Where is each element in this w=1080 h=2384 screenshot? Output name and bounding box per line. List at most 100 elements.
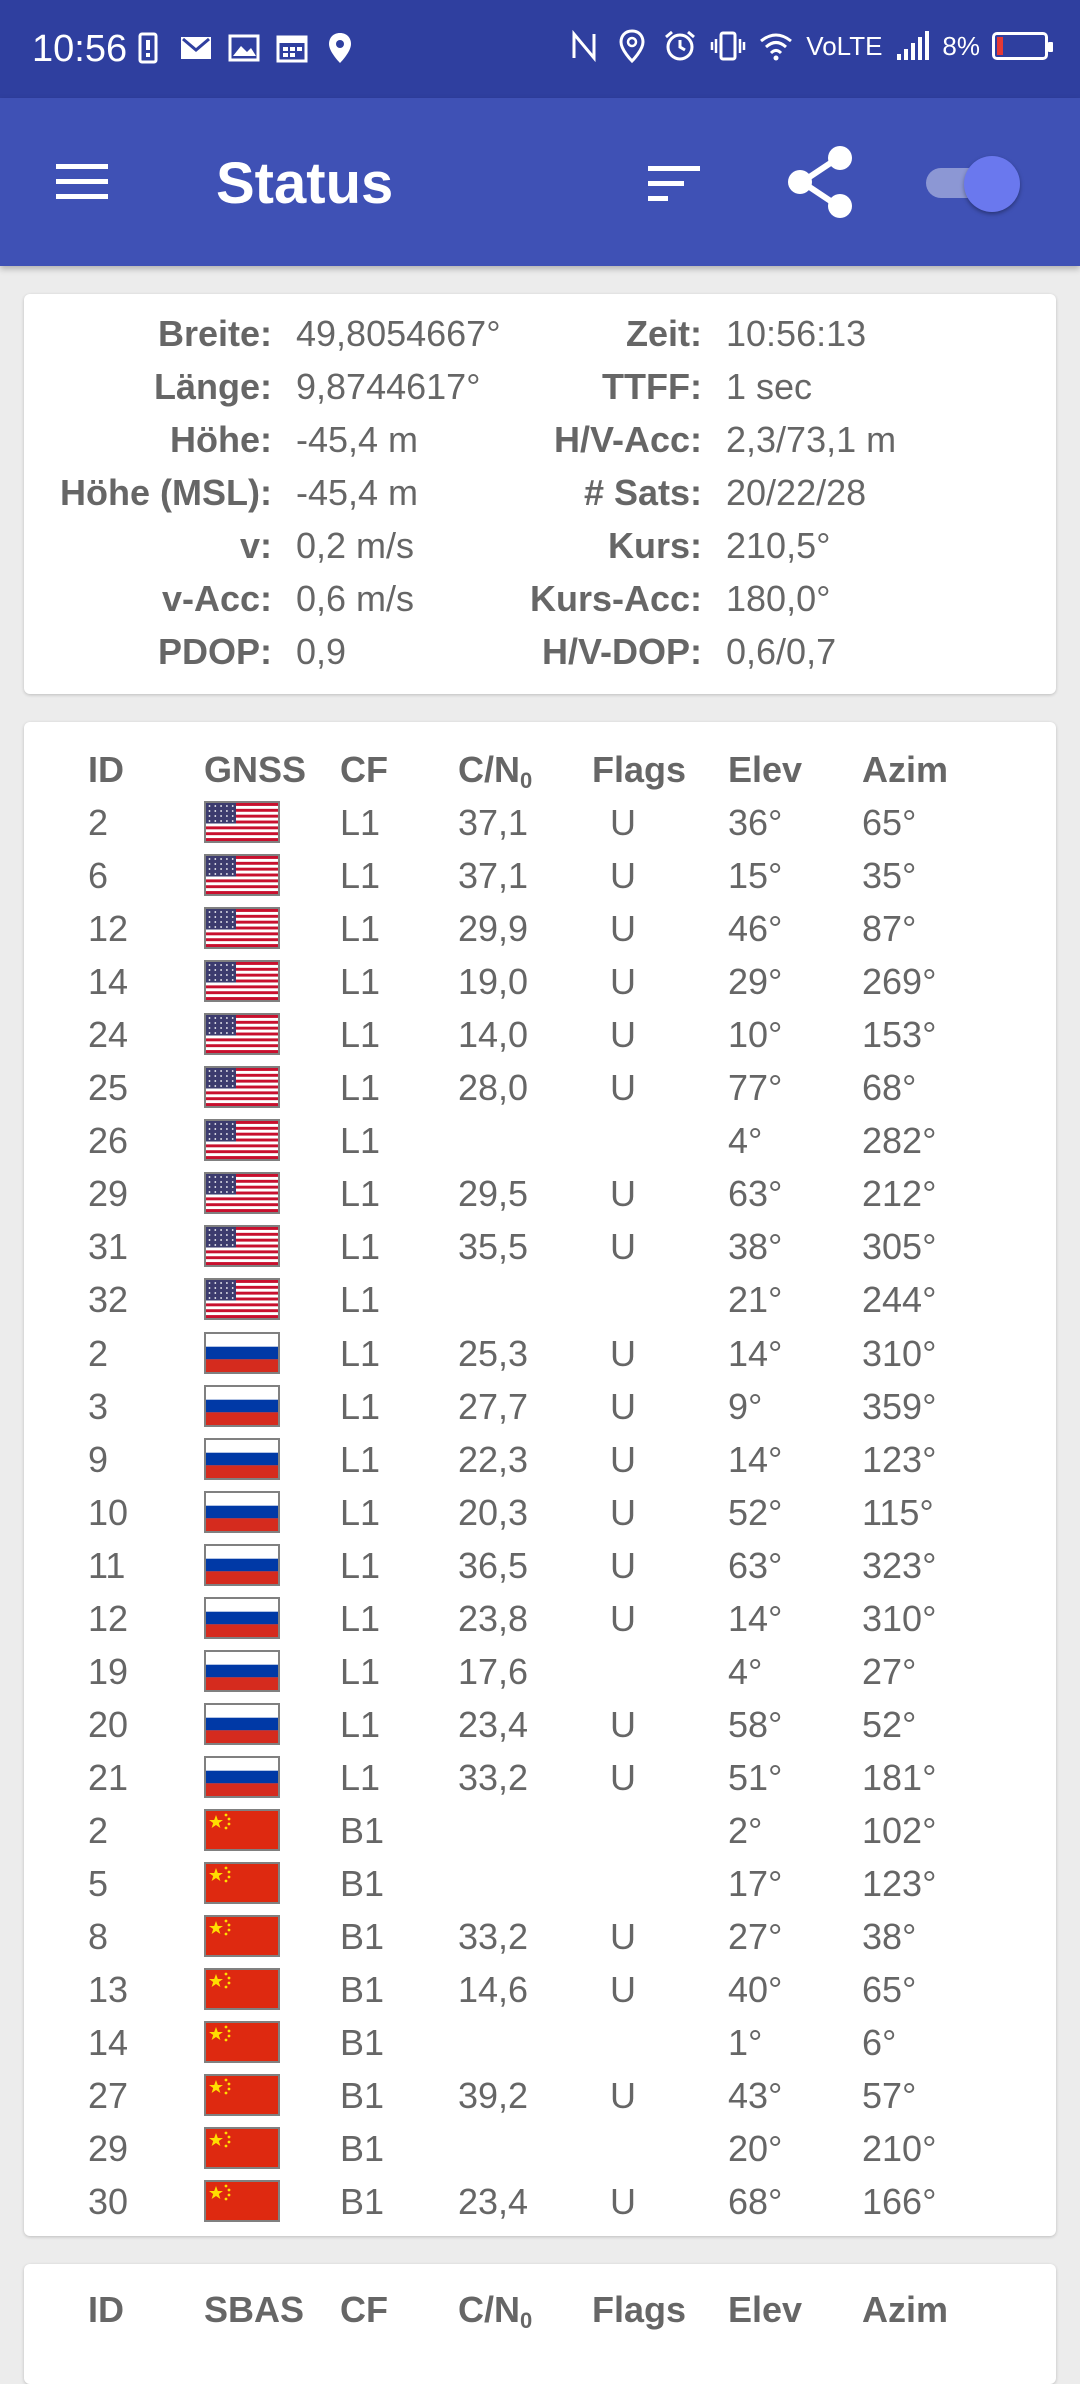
cell-cf: B1 [340,2075,385,2117]
cell-cn0: 20,3 [458,1491,529,1533]
table-row: 13 B1 14,6 U 40° 65° [24,1963,1056,2016]
cell-elev: 4° [728,1650,763,1692]
info-value: -45,4 m [296,472,419,513]
cell-cn0: 23,4 [458,2181,529,2223]
info-value: 10:56:13 [726,313,867,354]
cell-azim: 6° [862,2022,897,2064]
cell-flags: U [610,2075,636,2117]
russia-flag-icon [204,1331,280,1374]
cell-cf: L1 [340,1332,381,1374]
cell-cf: B1 [340,1969,385,2011]
info-value: 20/22/28 [726,472,867,513]
cell-flags: U [610,961,636,1003]
us-flag-icon [204,1013,280,1056]
info-label: H/V-Acc: [553,419,702,460]
cell-cf: L1 [340,855,381,897]
system-icons: VoLTE 8% [566,28,1053,64]
cell-id: 12 [88,1597,129,1639]
cell-elev: 77° [728,1067,783,1109]
table-row: 26 L1 4° 282° [24,1114,1056,1167]
battery-icon [992,32,1053,60]
table-row: 31 L1 35,5 U 38° 305° [24,1220,1056,1273]
cell-elev: 2° [728,1809,763,1851]
cell-cn0: 36,5 [458,1544,529,1586]
cell-cf: L1 [340,1226,381,1268]
cell-cn0: 19,0 [458,961,529,1003]
battery-percent: 8% [942,30,980,61]
cell-flags: U [610,1438,636,1480]
header-flags: Flags [592,749,687,790]
cell-flags: U [610,1756,636,1798]
page-title: Status [216,151,394,216]
sbas-header-azim: Azim [862,2289,949,2330]
cell-azim: 212° [862,1173,937,1215]
cell-id: 13 [88,1969,129,2011]
table-row: 32 L1 21° 244° [24,1273,1056,1326]
cell-flags: U [610,1332,636,1374]
cell-elev: 68° [728,2181,783,2223]
table-row: 20 L1 23,4 U 58° 52° [24,1698,1056,1751]
cell-cf: L1 [340,908,381,950]
cell-flags: U [610,1703,636,1745]
china-flag-icon [204,1915,280,1958]
status-bar: 10:56 VoLTE 8% [0,0,1080,98]
table-row: 11 L1 36,5 U 63° 323° [24,1539,1056,1592]
info-label: TTFF: [602,366,702,407]
info-label: Kurs: [607,525,702,566]
info-row-left: Höhe: -45,4 m [24,414,1056,466]
info-label: Kurs-Acc: [529,578,702,619]
us-flag-icon [204,1119,280,1162]
info-label: Höhe (MSL): [60,472,272,513]
cell-id: 25 [88,1067,129,1109]
cell-id: 24 [88,1014,129,1056]
cell-azim: 310° [862,1332,937,1374]
header-gnss: GNSS [204,749,307,790]
cell-id: 21 [88,1756,129,1798]
header-cn0-sub: 0 [520,768,533,793]
cell-flags: U [610,1226,636,1268]
cell-elev: 9° [728,1385,763,1427]
cell-cf: B1 [340,2181,385,2223]
cell-id: 9 [88,1438,109,1480]
cell-id: 27 [88,2075,129,2117]
info-value: 0,6 m/s [296,578,415,619]
cell-id: 6 [88,855,109,897]
cell-id: 2 [88,1332,109,1374]
table-row: 21 L1 33,2 U 51° 181° [24,1751,1056,1804]
cell-flags: U [610,1014,636,1056]
table-row: 5 B1 17° 123° [24,1857,1056,1910]
us-flag-icon [204,960,280,1003]
cell-elev: 20° [728,2128,783,2170]
menu-icon[interactable] [52,160,112,204]
tracking-toggle[interactable] [926,152,1022,212]
info-value: 0,2 m/s [296,525,415,566]
cell-azim: 65° [862,802,917,843]
cell-flags: U [610,2181,636,2223]
sbas-satellite-table: ID SBAS CF C/N0 Flags Elev Azim [24,2264,1056,2384]
toggle-thumb [964,156,1020,212]
cell-cf: L1 [340,1173,381,1215]
cell-flags: U [610,908,636,950]
table-row: 19 L1 17,6 4° 27° [24,1645,1056,1698]
table-row: 27 B1 39,2 U 43° 57° [24,2069,1056,2122]
china-flag-icon [204,2180,280,2223]
russia-flag-icon [204,1702,280,1745]
cell-id: 5 [88,1863,109,1904]
cell-id: 19 [88,1650,129,1692]
info-value: 49,8054667° [296,313,501,354]
info-row-left: Breite: 49,8054667° [24,308,1056,360]
info-label: Länge: [153,366,272,407]
table-row: 8 B1 33,2 U 27° 38° [24,1910,1056,1963]
cell-elev: 17° [728,1863,783,1904]
info-label: Zeit: [626,313,702,354]
cell-id: 32 [88,1279,129,1321]
cell-cf: L1 [340,1120,381,1162]
share-icon[interactable] [784,144,858,220]
china-flag-icon [204,2021,280,2064]
cell-cf: B1 [340,1809,385,1851]
sort-icon[interactable] [644,162,704,206]
info-value: 9,8744617° [296,366,481,407]
gnss-satellite-table: ID GNSS CF C/N0 Flags Elev Azim 2 L1 37,1 U… [24,722,1056,2236]
cell-elev: 36° [728,802,783,843]
cell-cf: L1 [340,1014,381,1056]
